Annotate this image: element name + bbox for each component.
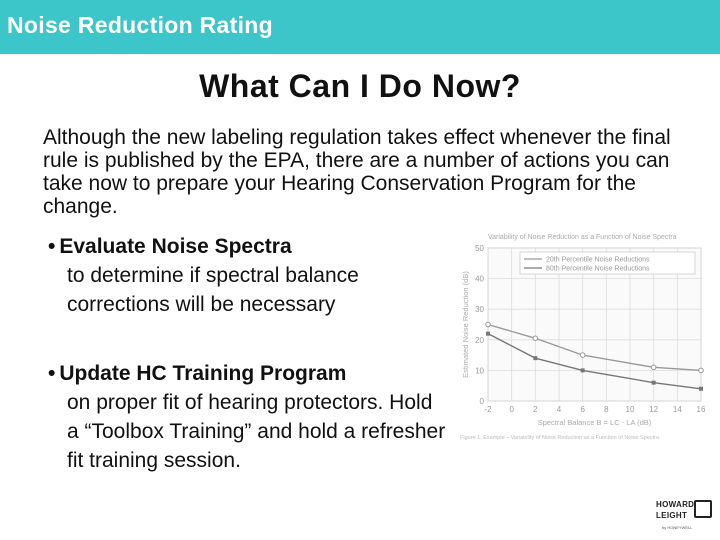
data-point xyxy=(698,367,704,374)
bullet-heading-text: Update HC Training Program xyxy=(59,362,347,385)
y-tick-label: 40 xyxy=(475,275,484,284)
data-point xyxy=(532,335,539,342)
bullet-body: to determine if spectral balance correct… xyxy=(67,264,359,316)
chart-title: Variability of Noise Reduction as a Func… xyxy=(488,234,677,241)
bullet-heading: • Update HC Training Program xyxy=(48,360,448,388)
data-point xyxy=(533,356,538,361)
howard-leight-logo: HOWARD LEIGHT by HONEYWELL xyxy=(652,498,712,532)
x-tick-label: 6 xyxy=(580,405,585,414)
y-tick-label: 20 xyxy=(475,336,484,345)
logo-mark-icon xyxy=(694,500,712,518)
x-tick-label: 16 xyxy=(697,405,706,414)
y-tick-label: 0 xyxy=(480,397,485,406)
bullet-evaluate-noise-spectra: • Evaluate Noise Spectra to determine if … xyxy=(48,233,448,319)
data-point xyxy=(579,352,586,358)
x-tick-label: 0 xyxy=(509,405,514,414)
bullet-symbol: • xyxy=(48,235,56,258)
bullet-body: on proper fit of hearing protectors. Hol… xyxy=(67,391,446,472)
legend-label: 80th Percentile Noise Reductions xyxy=(546,266,650,273)
x-tick-label: 12 xyxy=(649,405,658,414)
x-tick-label: 4 xyxy=(557,405,562,414)
bullet-update-hc-training: • Update HC Training Program on proper fi… xyxy=(48,360,448,475)
y-axis-label: Estimated Noise Reduction (dB) xyxy=(461,271,470,378)
data-point xyxy=(580,368,585,373)
x-tick-label: 14 xyxy=(673,405,682,414)
chart-caption: Figure 1. Example – Variability of Noise… xyxy=(460,435,660,441)
data-point xyxy=(699,386,703,391)
header-bar: Noise Reduction Rating xyxy=(0,0,720,54)
data-point xyxy=(650,364,657,371)
bullet-heading-text: Evaluate Noise Spectra xyxy=(59,235,292,258)
bullet-heading: • Evaluate Noise Spectra xyxy=(48,233,448,261)
y-tick-label: 50 xyxy=(475,244,484,253)
logo-line-2: LEIGHT xyxy=(656,511,688,520)
logo-line-1: HOWARD xyxy=(656,500,695,509)
x-tick-label: 8 xyxy=(604,405,609,414)
data-point xyxy=(651,380,656,385)
y-tick-label: 30 xyxy=(475,305,484,314)
legend-label: 20th Percentile Noise Reductions xyxy=(546,257,650,264)
noise-reduction-chart: 0 10 20 30 40 50 -2 0 2 4 6 8 10 12 14 16 Variability of… xyxy=(458,226,708,446)
x-tick-label: 2 xyxy=(533,405,538,414)
x-axis-label: Spectral Balance B = LC - LA (dB) xyxy=(538,418,652,427)
x-tick-label: 10 xyxy=(626,405,635,414)
logo-sub: by HONEYWELL xyxy=(662,525,693,530)
data-point xyxy=(486,331,490,336)
x-tick-label: -2 xyxy=(484,405,492,414)
legend-box xyxy=(519,251,696,275)
slide-title: What Can I Do Now? xyxy=(199,68,521,104)
bullet-symbol: • xyxy=(48,362,56,385)
y-tick-label: 10 xyxy=(475,366,484,375)
intro-paragraph: Although the new labeling regulation tak… xyxy=(43,126,671,218)
data-point xyxy=(485,321,491,328)
header-title: Noise Reduction Rating xyxy=(7,12,274,38)
